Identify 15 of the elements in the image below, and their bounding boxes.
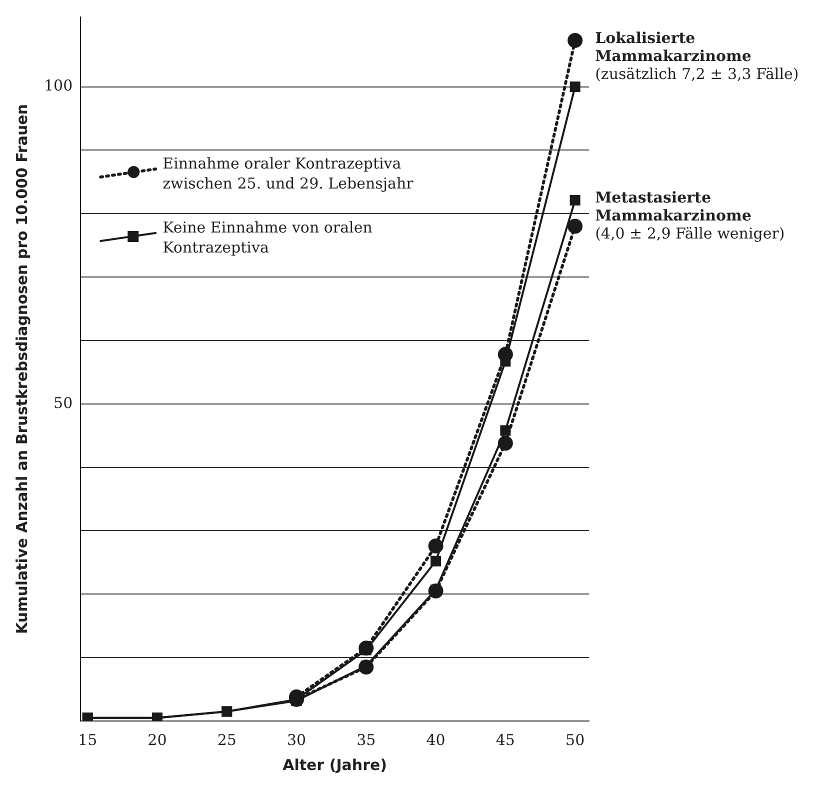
x-tick-label: 30 xyxy=(286,730,306,749)
x-axis-title: Alter (Jahre) xyxy=(282,756,388,774)
x-tick-label: 40 xyxy=(426,730,446,749)
x-tick-label: 50 xyxy=(566,730,585,749)
y-axis-title: Kumulative Anzahl an Brustkrebsdiagnosen pro 10.000 Frauen xyxy=(12,104,31,634)
x-tick-label: 20 xyxy=(148,730,167,749)
legend-label: Einnahme oraler Kontrazeptiva zwischen 25. und 29. Lebensjahr xyxy=(162,154,414,192)
annotation: Metastasierte Mammakarzinome (4,0 ± 2,9 Fälle weniger) xyxy=(595,188,785,243)
x-tick-label: 15 xyxy=(78,730,98,749)
x-tick-label: 25 xyxy=(217,730,236,749)
y-tick-label: 100 xyxy=(44,76,73,95)
legend-label: Keine Einnahme von oralen Kontrazeptiva xyxy=(162,218,373,256)
x-tick-label: 45 xyxy=(496,730,515,749)
annotation: Lokalisierte Mammakarzinome (zusätzlich 7,2 ± 3,3 Fälle) xyxy=(595,28,799,83)
x-tick-label: 35 xyxy=(356,730,376,749)
